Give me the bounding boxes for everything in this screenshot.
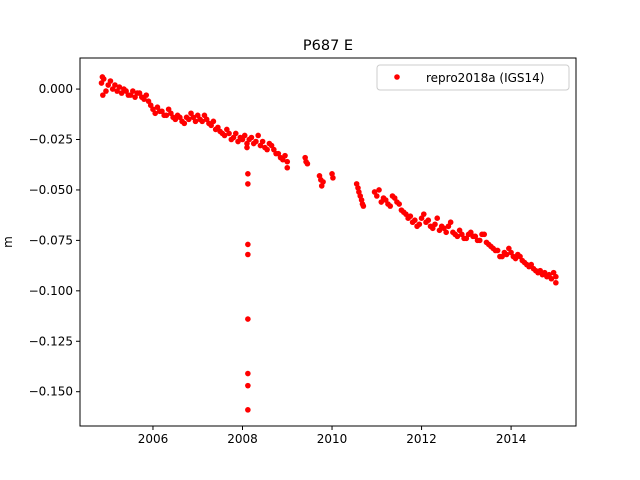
data-point <box>199 118 206 125</box>
data-point <box>245 251 251 258</box>
data-point <box>241 132 248 139</box>
y-tick-label: −0.150 <box>29 385 73 399</box>
y-axis-label: m <box>1 236 15 248</box>
x-tick-label: 2008 <box>227 432 258 446</box>
data-point <box>245 382 251 389</box>
data-point <box>412 217 418 224</box>
data-point <box>152 110 159 117</box>
y-tick-label: −0.050 <box>29 183 73 197</box>
data-point <box>244 144 250 151</box>
x-tick-label: 2006 <box>138 432 169 446</box>
data-point <box>432 221 438 228</box>
x-tick-label: 2010 <box>317 432 348 446</box>
data-point <box>253 138 259 145</box>
data-point <box>320 179 326 185</box>
legend-marker <box>394 74 400 80</box>
data-point <box>245 171 251 177</box>
data-point <box>245 370 251 377</box>
data-point <box>425 217 432 224</box>
data-point <box>553 279 559 286</box>
data-point <box>130 88 136 94</box>
data-point <box>210 118 217 125</box>
data-point <box>163 112 170 119</box>
y-tick-label: −0.075 <box>29 233 73 247</box>
data-point <box>481 231 488 238</box>
data-point <box>181 120 188 127</box>
data-point <box>100 92 106 98</box>
data-point <box>107 78 114 84</box>
data-point <box>420 211 427 217</box>
axes-frame <box>79 57 577 427</box>
data-point <box>185 116 192 123</box>
x-tick-label: 2014 <box>496 432 527 446</box>
data-point <box>284 164 291 171</box>
legend: repro2018a (IGS14) <box>376 64 570 91</box>
data-point <box>245 316 251 322</box>
chart-title: P687 E <box>303 38 353 54</box>
data-point <box>284 158 291 165</box>
legend-label: repro2018a (IGS14) <box>426 71 544 85</box>
y-tick-label: −0.100 <box>29 284 73 298</box>
data-point <box>221 132 228 139</box>
x-axis-ticks: 2006 2008 2010 2012 2014 <box>138 426 527 446</box>
data-point <box>255 132 261 139</box>
data-point <box>112 82 118 88</box>
data-point <box>248 134 255 141</box>
data-point <box>103 88 109 94</box>
data-point <box>116 84 123 90</box>
data-point <box>376 187 382 193</box>
data-point <box>447 219 454 226</box>
legend-box <box>376 64 570 91</box>
data-point <box>387 203 394 209</box>
data-point <box>330 175 336 181</box>
data-point <box>226 130 232 137</box>
data-points <box>98 74 559 413</box>
data-point <box>503 251 510 258</box>
data-point <box>416 221 423 228</box>
data-point <box>192 118 199 125</box>
data-point <box>553 273 559 280</box>
data-point <box>454 233 461 240</box>
data-point <box>304 160 311 167</box>
data-point <box>443 229 449 236</box>
x-tick-label: 2012 <box>406 432 437 446</box>
y-tick-label: −0.025 <box>29 133 73 147</box>
data-point <box>232 130 239 137</box>
data-point <box>373 193 380 199</box>
data-point <box>548 275 555 282</box>
data-point <box>259 138 266 145</box>
data-point <box>264 146 270 153</box>
data-point <box>245 241 251 248</box>
y-tick-label: 0.000 <box>39 82 73 96</box>
data-point <box>494 247 501 254</box>
data-point <box>476 237 483 244</box>
data-point <box>396 201 402 207</box>
data-point <box>360 203 367 209</box>
data-point <box>282 152 288 159</box>
data-point <box>407 213 414 219</box>
y-axis-ticks: 0.000 −0.025 −0.050 −0.075 −0.100 −0.125 −0.15… <box>29 82 80 399</box>
data-point <box>245 407 251 413</box>
data-point <box>100 76 107 82</box>
data-point <box>245 181 251 187</box>
y-tick-label: −0.125 <box>29 334 73 348</box>
data-point <box>434 215 441 221</box>
data-point <box>143 92 150 98</box>
